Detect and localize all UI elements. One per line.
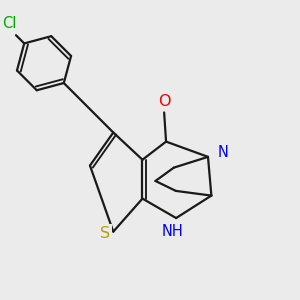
Text: S: S: [100, 226, 111, 241]
Text: O: O: [158, 94, 170, 109]
Text: Cl: Cl: [2, 16, 16, 31]
Text: N: N: [217, 145, 228, 160]
Text: NH: NH: [161, 224, 183, 239]
